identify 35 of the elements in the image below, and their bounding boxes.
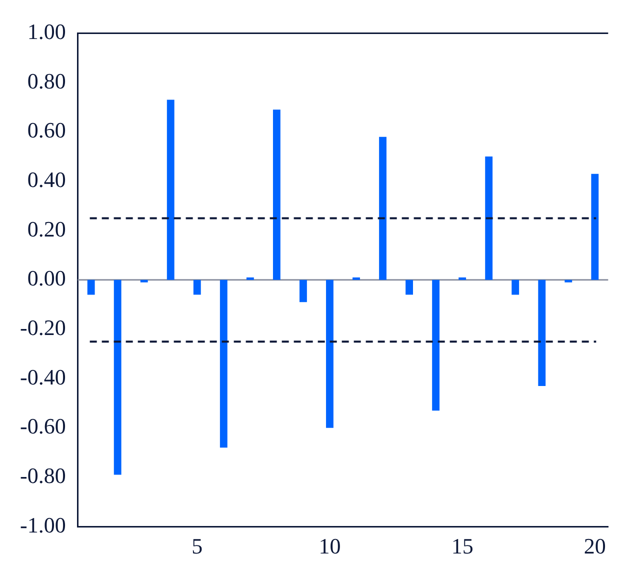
y-tick-label: 0.60 <box>27 118 66 143</box>
x-tick-label: 20 <box>584 534 606 559</box>
bar <box>379 136 386 280</box>
bar <box>300 280 307 302</box>
bar <box>352 277 360 280</box>
y-tick-label: -0.20 <box>20 315 66 340</box>
y-tick-label: 0.20 <box>27 216 66 242</box>
bar <box>512 280 520 295</box>
bar <box>246 277 254 280</box>
y-tick-label: 0.40 <box>27 167 66 192</box>
bar <box>166 100 174 280</box>
bar <box>114 280 122 475</box>
y-tick-label: -0.60 <box>20 414 66 439</box>
bar <box>272 110 280 280</box>
bar <box>564 280 572 282</box>
bar <box>591 174 599 280</box>
bar <box>432 280 440 411</box>
y-tick-label: 0.80 <box>27 68 66 94</box>
y-tick-label: 1.00 <box>27 18 66 44</box>
bar <box>538 280 546 386</box>
x-tick-label: 10 <box>318 534 341 559</box>
x-tick-label: 15 <box>451 534 474 559</box>
bar <box>485 156 493 280</box>
bar <box>140 280 148 282</box>
bar <box>406 280 413 295</box>
bar <box>458 277 466 280</box>
bar <box>220 280 228 448</box>
x-tick-label: 5 <box>192 534 203 559</box>
bar <box>87 280 95 295</box>
y-tick-label: -0.80 <box>20 463 66 488</box>
y-tick-label: -0.40 <box>20 364 66 390</box>
y-tick-label: 0.00 <box>27 266 66 291</box>
bar <box>326 280 334 428</box>
y-tick-label: -1.00 <box>20 512 66 538</box>
bar <box>193 280 201 295</box>
